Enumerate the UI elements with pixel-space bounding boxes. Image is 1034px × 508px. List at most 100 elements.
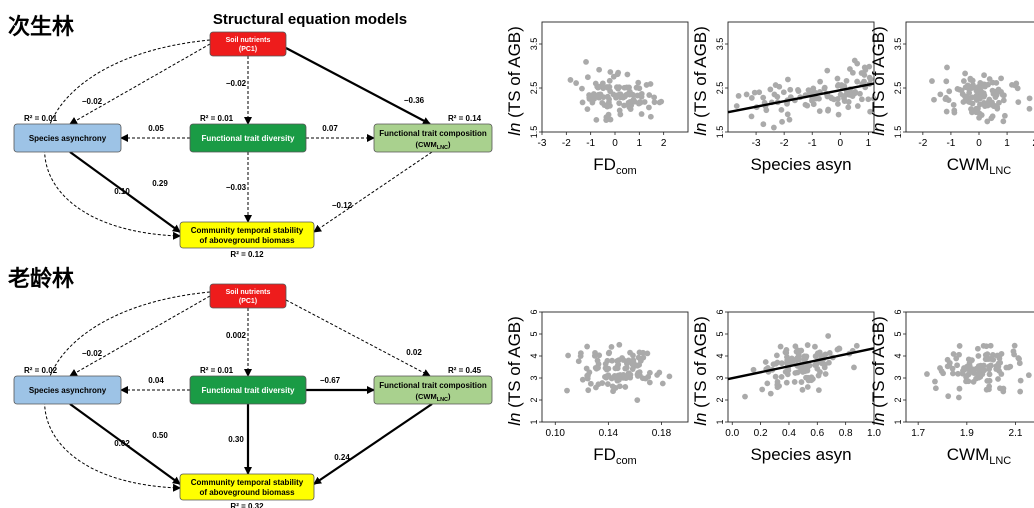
y-tick-label: 2 — [715, 397, 725, 402]
data-point — [943, 78, 950, 85]
r2-asynchrony: R² = 0.01 — [24, 114, 58, 123]
data-point — [804, 342, 811, 348]
data-point — [975, 105, 981, 112]
data-point — [950, 101, 957, 108]
plot-frame — [541, 311, 689, 423]
coef-fd-to-stab: −0.03 — [226, 183, 247, 192]
data-point — [635, 79, 642, 86]
data-point — [824, 67, 831, 74]
coef-asyn-to-stab: 0.50 — [152, 431, 168, 440]
data-point — [614, 71, 621, 78]
data-point — [981, 81, 988, 88]
data-point — [815, 387, 822, 394]
data-point — [977, 89, 984, 96]
data-point — [585, 387, 592, 394]
data-point — [1000, 118, 1007, 125]
data-point — [609, 357, 615, 364]
data-point — [593, 116, 600, 123]
data-point — [637, 357, 644, 364]
data-point — [776, 383, 782, 389]
scatter-2-3: 1 2 3 4 5 6 1.7 1.9 2.1 ln (TS of AGB) CWMLNC — [869, 309, 1034, 467]
data-point — [621, 102, 627, 109]
data-point — [943, 108, 950, 115]
data-point — [834, 75, 841, 82]
data-point — [614, 364, 620, 371]
x-tick-label: 1.0 — [867, 428, 881, 439]
data-point — [759, 386, 766, 393]
y-tick-label: 2 — [529, 397, 539, 402]
data-point — [646, 379, 653, 386]
path-soil-to-cwm — [285, 299, 431, 377]
x-tick-label: 2.1 — [1009, 428, 1023, 439]
data-point — [953, 355, 960, 362]
x-tick-label: -2 — [562, 138, 571, 149]
y-tick-label: 6 — [529, 309, 539, 314]
data-point — [785, 356, 792, 363]
scatter-1-3: 1.5 2.5 3.5 -2 -1 0 1 2 ln (TS of AGB) CWMLNC — [869, 21, 1034, 177]
data-point — [821, 84, 828, 91]
data-point — [812, 353, 819, 360]
data-point — [787, 86, 794, 93]
x-tick-label: 1.9 — [960, 428, 974, 439]
x-tick-label: 0.8 — [839, 428, 853, 439]
x-tick-label: 1 — [1004, 138, 1010, 149]
data-point — [575, 358, 582, 365]
data-point — [646, 369, 653, 376]
data-point — [836, 345, 842, 352]
data-point — [607, 69, 614, 75]
data-point — [981, 367, 988, 374]
data-point — [616, 107, 623, 114]
data-point — [646, 92, 653, 98]
data-point — [636, 349, 643, 356]
data-point — [1011, 342, 1018, 349]
data-point — [854, 103, 861, 109]
data-point — [961, 365, 967, 371]
data-point — [733, 103, 740, 109]
data-point — [666, 373, 673, 380]
x-tick-label: 0 — [838, 138, 844, 149]
data-point — [620, 357, 627, 363]
data-point — [636, 85, 643, 92]
r2-trait-composition: R² = 0.14 — [448, 114, 482, 123]
data-point — [594, 357, 601, 364]
y-tick-label: 3 — [893, 375, 903, 380]
node-soil-box — [209, 31, 287, 57]
x-tick-label: -1 — [808, 138, 817, 149]
data-point — [607, 88, 614, 95]
data-point — [762, 359, 769, 365]
data-point — [995, 376, 1001, 382]
data-point — [843, 77, 850, 84]
data-point — [604, 381, 611, 387]
data-point — [615, 357, 622, 364]
y-tick-label: 1.5 — [529, 126, 539, 139]
data-point — [817, 78, 824, 85]
y-tick-label: 4 — [715, 353, 725, 358]
data-point — [780, 89, 787, 96]
y-tick-label: 1.5 — [715, 126, 725, 139]
data-point — [835, 111, 842, 118]
data-point — [867, 76, 874, 83]
data-point — [617, 374, 624, 381]
path-soil-to-asyn — [69, 43, 211, 125]
data-point — [986, 377, 993, 384]
y-tick-label: 1 — [715, 419, 725, 424]
coef-fd-to-asyn: 0.04 — [148, 376, 164, 385]
data-point — [997, 385, 1003, 392]
data-point — [631, 98, 638, 105]
path-cwm-to-stab — [313, 403, 433, 485]
node-asyn-box — [13, 375, 122, 405]
data-point — [870, 95, 877, 102]
scatter-plots: 1.52.53.5-3 -2 -1 0 1 2ln (TS of AGB)FDcom1.5… — [505, 21, 1034, 467]
coef-soil-to-asyn: −0.02 — [82, 349, 103, 358]
data-point — [966, 99, 973, 105]
data-point — [851, 364, 857, 371]
node-stab-label: Community temporal stability — [191, 478, 304, 487]
coef-fd-to-cwm: 0.07 — [322, 124, 338, 133]
path-asyn-to-stab — [69, 403, 181, 485]
path-soil-to-asyn — [69, 295, 211, 377]
data-point — [610, 388, 616, 395]
data-point — [604, 93, 611, 100]
data-point — [616, 341, 623, 348]
data-point — [601, 102, 608, 108]
